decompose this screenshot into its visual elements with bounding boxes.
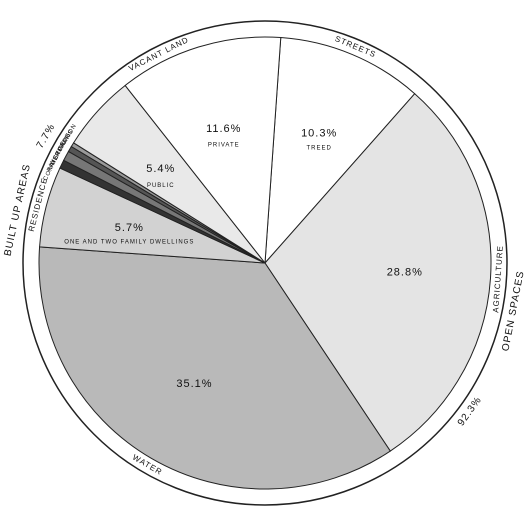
category-label: PRIVATE [208, 143, 240, 149]
pie-slice [124, 36, 282, 265]
slice-sublabel: TREED [307, 145, 332, 151]
value-label: 35.1% [176, 378, 212, 390]
value-label: 5.4% [146, 163, 175, 175]
group-name: OPEN SPACES [500, 270, 526, 353]
pie-slice [264, 93, 492, 452]
group-value: 7.7% [35, 122, 58, 151]
value-label: 11.6% [206, 123, 241, 135]
value-label: 28.8% [387, 266, 423, 278]
slice-sublabel: ONE AND TWO FAMILY DWELLINGS [64, 240, 194, 246]
pie-slice [264, 37, 416, 265]
group-value: 92.3% [456, 395, 484, 428]
category-label: PUBLIC [147, 183, 175, 189]
outer-ring [22, 20, 508, 506]
value-label: 10.3% [301, 128, 337, 140]
pie-slice [38, 246, 392, 490]
category-label: AGRICULTURE [491, 245, 505, 313]
value-label: 5.7% [115, 222, 144, 234]
